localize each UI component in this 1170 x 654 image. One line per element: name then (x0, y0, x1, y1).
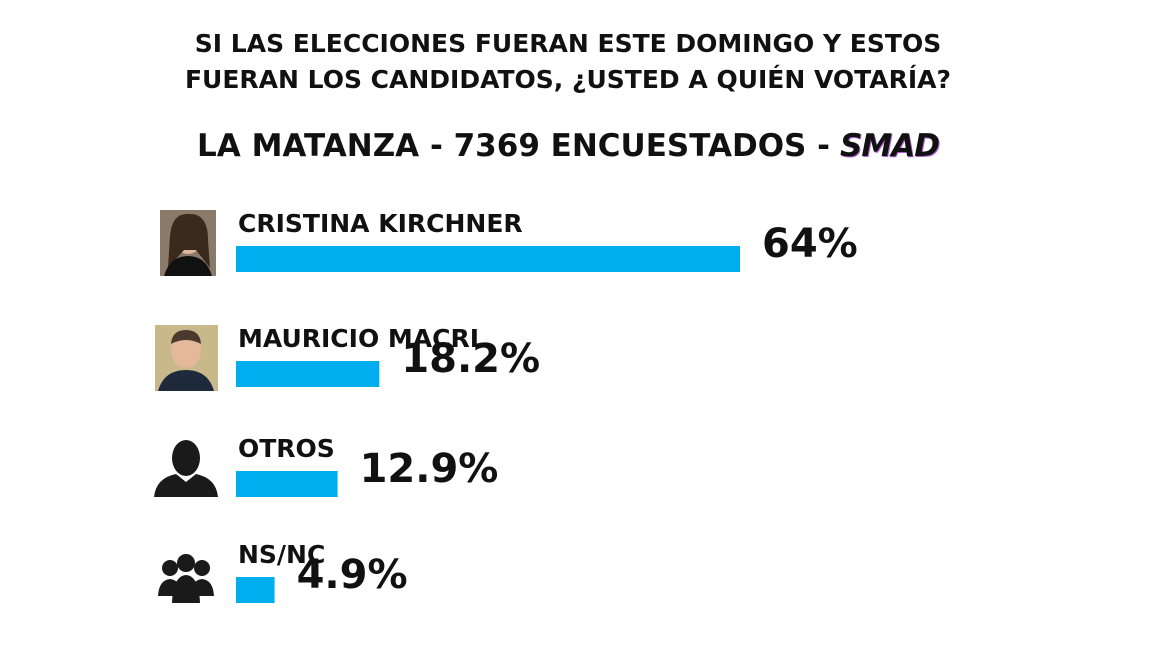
subtitle-text: LA MATANZA - 7369 ENCUESTADOS - (197, 128, 831, 164)
chart-title: SI LAS ELECCIONES FUERAN ESTE DOMINGO Y … (184, 29, 952, 94)
value-label: 18.2% (401, 336, 540, 382)
value-label: 64% (762, 221, 858, 267)
value-label: 4.9% (297, 552, 408, 598)
bar (236, 577, 275, 603)
icon-photo-1 (160, 210, 216, 276)
icon-group (158, 554, 214, 603)
bar (236, 246, 740, 272)
icon-person (154, 440, 218, 497)
bar (236, 361, 380, 387)
value-label: 12.9% (360, 446, 499, 492)
chart-subtitle: LA MATANZA - 7369 ENCUESTADOS - SMAD (0, 128, 1136, 164)
category-label: OTROS (238, 434, 335, 463)
bar (236, 471, 338, 497)
source-logo: SMAD (840, 128, 940, 164)
category-label: MAURICIO MACRI (238, 324, 479, 353)
category-label: NS/NC (238, 540, 325, 569)
category-label: CRISTINA KIRCHNER (238, 209, 523, 238)
icon-photo-2 (155, 325, 218, 391)
